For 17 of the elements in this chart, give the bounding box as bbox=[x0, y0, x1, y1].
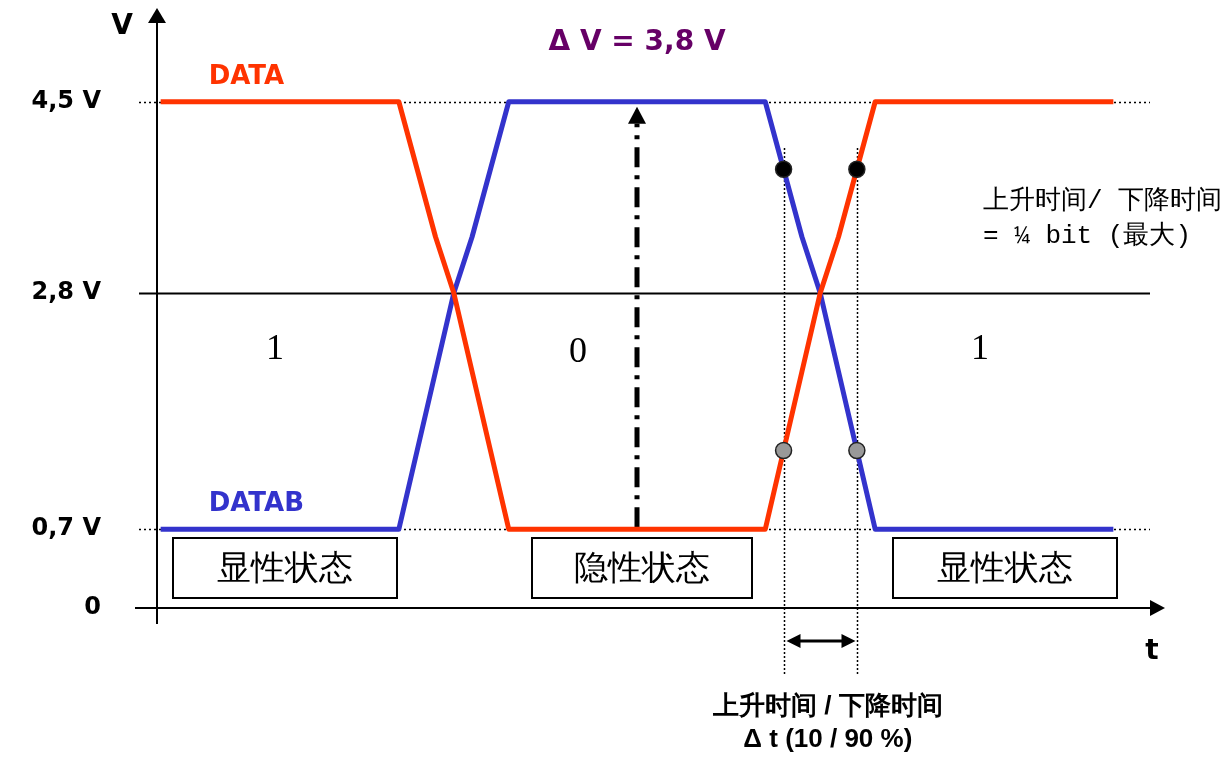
annotation: Δ V = 3,8 V bbox=[548, 23, 726, 57]
x-axis-title: t bbox=[1145, 633, 1159, 667]
series-label: DATA bbox=[208, 59, 285, 90]
y-tick-label: 2,8 V bbox=[31, 277, 102, 306]
annotation: 隐性状态 bbox=[531, 537, 753, 599]
y-tick-label: 0,7 V bbox=[31, 513, 102, 542]
annotation: 显性状态 bbox=[172, 537, 398, 599]
y-tick-label: 0 bbox=[84, 592, 101, 621]
text: 上升时间 / 下降时间 Δ t (10 / 90 %) bbox=[713, 689, 943, 754]
annotation: 1 bbox=[266, 326, 284, 368]
y-axis-title: V bbox=[111, 8, 134, 42]
annotation: 显性状态 bbox=[892, 537, 1118, 599]
annotation: 上升时间/ 下降时间 = ¼ bit (最大) bbox=[983, 185, 1223, 252]
annotation: 0 bbox=[569, 329, 587, 371]
series-label: DATAB bbox=[208, 487, 305, 518]
y-tick-label: 4,5 V bbox=[31, 85, 102, 114]
annotation: 1 bbox=[971, 326, 989, 368]
